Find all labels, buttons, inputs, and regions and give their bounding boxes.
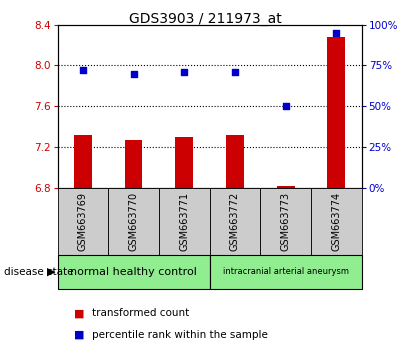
Text: normal healthy control: normal healthy control (70, 267, 197, 277)
Bar (74, 135, 92, 188)
Point (232, 69, 238, 75)
Point (130, 71, 137, 76)
Text: ■: ■ (74, 330, 85, 339)
Bar (311, 188, 362, 255)
Bar (125, 140, 143, 188)
Text: GSM663771: GSM663771 (179, 192, 189, 251)
Text: percentile rank within the sample: percentile rank within the sample (92, 330, 268, 339)
Bar (108, 188, 159, 255)
Bar (277, 185, 295, 188)
Bar (58, 255, 210, 289)
Text: GSM663774: GSM663774 (331, 192, 341, 251)
Text: ▶: ▶ (47, 267, 55, 277)
Point (181, 69, 187, 75)
Text: intracranial arterial aneurysm: intracranial arterial aneurysm (223, 267, 349, 276)
Text: transformed count: transformed count (92, 308, 190, 318)
Text: GSM663772: GSM663772 (230, 192, 240, 251)
Text: disease state: disease state (4, 267, 74, 277)
Text: ■: ■ (74, 308, 85, 318)
Bar (159, 188, 210, 255)
Point (282, 103, 289, 109)
Text: GSM663770: GSM663770 (129, 192, 139, 251)
Text: GSM663769: GSM663769 (78, 192, 88, 251)
Bar (58, 188, 108, 255)
Bar (175, 137, 193, 188)
Bar (226, 135, 244, 188)
Bar (328, 37, 345, 188)
Bar (210, 188, 260, 255)
Point (80, 68, 86, 73)
Point (333, 30, 339, 36)
Text: GDS3903 / 211973_at: GDS3903 / 211973_at (129, 12, 282, 27)
Bar (210, 255, 362, 289)
Text: GSM663773: GSM663773 (281, 192, 291, 251)
Bar (260, 188, 311, 255)
